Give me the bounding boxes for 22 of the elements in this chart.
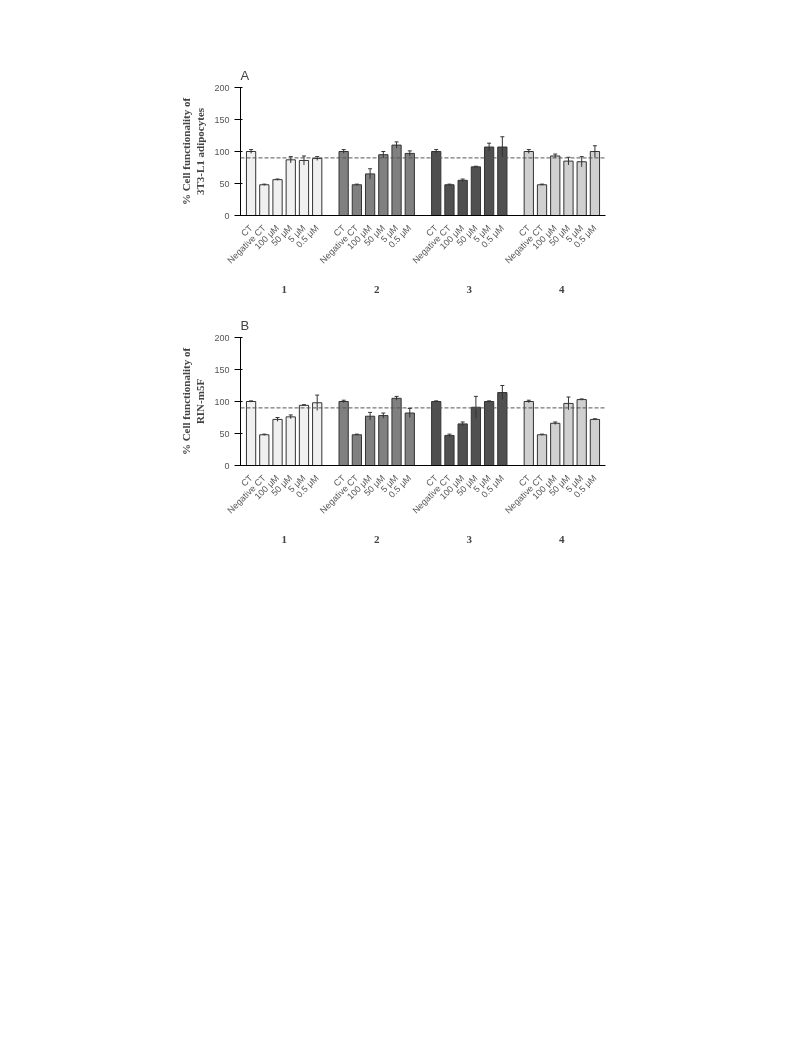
y-axis-title: % Cell functionality of 3T3-L1 adipocytes <box>180 97 207 206</box>
text: 1 <box>281 532 287 545</box>
text: 4 <box>559 282 566 295</box>
text: 1 <box>281 282 287 295</box>
y-tick-label: 150 <box>214 364 230 375</box>
text: 2 <box>373 282 380 295</box>
y-tick-label: 100 <box>214 146 230 157</box>
y-tick-label: 0 <box>224 210 230 221</box>
y-tick-label: 200 <box>214 332 230 343</box>
y-tick-label: 100 <box>214 396 230 407</box>
text: 4 <box>559 532 566 545</box>
y-tick-label: 50 <box>219 178 230 189</box>
text: 3 <box>466 282 473 295</box>
y-tick-label: 200 <box>214 82 230 93</box>
y-tick-label: 150 <box>214 114 230 125</box>
text: 2 <box>373 532 380 545</box>
y-axis-title: % Cell functionality of RIN-m5F <box>180 347 207 456</box>
y-tick-label: 0 <box>224 460 230 471</box>
y-tick-label: 50 <box>219 428 230 439</box>
chart-title: A <box>240 67 250 83</box>
chart-title: B <box>240 317 250 333</box>
text: 3 <box>466 532 473 545</box>
